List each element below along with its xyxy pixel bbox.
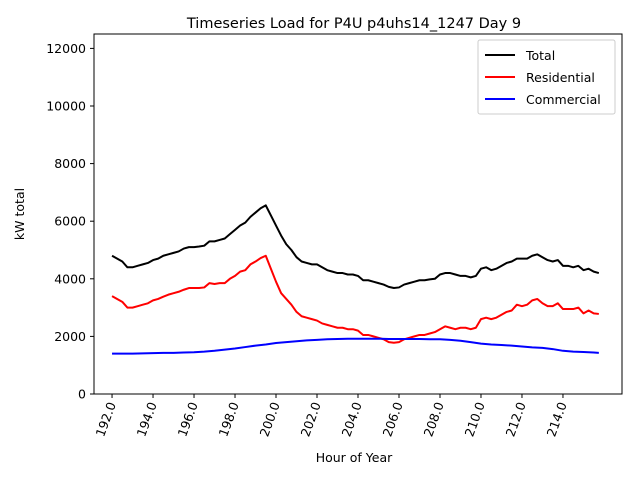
y-axis-label: kW total	[12, 188, 27, 240]
y-tick-label: 0	[78, 387, 86, 402]
x-tick-label: 198.0	[216, 400, 242, 439]
x-tick-label: 204.0	[338, 400, 364, 439]
x-tick-label: 202.0	[297, 400, 323, 439]
x-tick-label: 194.0	[134, 400, 160, 439]
x-tick-label: 214.0	[543, 400, 569, 439]
y-tick-label: 2000	[54, 329, 86, 344]
x-tick-label: 192.0	[93, 400, 119, 439]
y-tick-label: 4000	[54, 271, 86, 286]
x-tick-label: 200.0	[256, 400, 282, 439]
legend-label-total: Total	[525, 48, 555, 63]
legend-label-commercial: Commercial	[526, 92, 601, 107]
y-tick-label: 6000	[54, 214, 86, 229]
y-axis: 0 2000 4000 6000 8000 10000 12000	[46, 41, 94, 402]
chart-title: Timeseries Load for P4U p4uhs14_1247 Day…	[186, 16, 521, 32]
x-tick-label: 196.0	[175, 400, 201, 439]
x-tick-label: 210.0	[461, 400, 487, 439]
x-tick-label: 212.0	[502, 400, 528, 439]
y-tick-label: 8000	[54, 156, 86, 171]
series-line-residential	[111, 254, 599, 344]
y-tick-label: 10000	[46, 99, 86, 114]
x-tick-label: 208.0	[420, 400, 446, 439]
x-tick-label: 206.0	[379, 400, 405, 439]
series-line-total	[111, 204, 600, 290]
series-line-commercial	[112, 337, 599, 355]
legend-box	[477, 39, 616, 115]
x-axis-label: Hour of Year	[316, 450, 393, 465]
x-axis: 192.0 194.0 196.0 198.0 200.0 202.0 204.0 206.0…	[93, 394, 570, 439]
legend-label-residential: Residential	[526, 70, 595, 85]
y-tick-label: 12000	[46, 41, 86, 56]
plot-area	[111, 204, 600, 355]
legend: Total Residential Commercial	[477, 39, 616, 115]
